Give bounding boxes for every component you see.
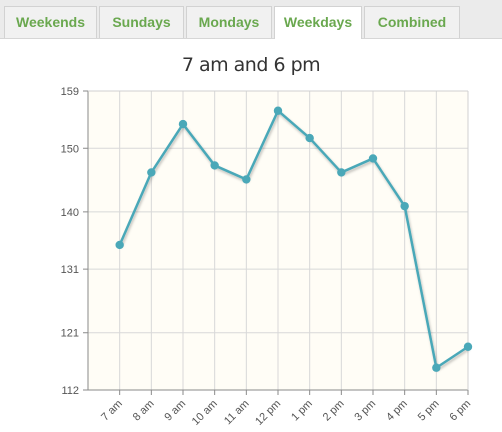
- chart-title: 7 am and 6 pm: [181, 54, 321, 76]
- data-point[interactable]: [432, 363, 441, 372]
- x-tick-label: 2 pm: [321, 398, 347, 424]
- x-tick-label: 8 am: [131, 398, 157, 424]
- tab-weekdays[interactable]: Weekdays: [274, 6, 362, 39]
- y-tick-label: 112: [61, 385, 79, 397]
- data-point[interactable]: [463, 342, 473, 351]
- y-tick-label: 121: [61, 328, 79, 340]
- data-point[interactable]: [337, 168, 346, 177]
- data-point[interactable]: [400, 201, 409, 211]
- x-tick-label: 6 pm: [447, 398, 473, 424]
- data-point[interactable]: [242, 175, 251, 184]
- data-point[interactable]: [273, 106, 283, 115]
- tab-mondays[interactable]: Mondays: [186, 6, 272, 38]
- tab-bar: Weekends Sundays Mondays Weekdays Combin…: [0, 0, 502, 39]
- x-tick-label: 9 am: [162, 398, 188, 424]
- x-axis-labels: 7 am 8 am 9 am 10 am 11 am 12 pm 1 pm 2 pm 3 pm 4…: [99, 398, 473, 428]
- series-line: [118, 109, 469, 369]
- data-point[interactable]: [147, 168, 156, 177]
- series-line-group: [115, 106, 473, 372]
- y-tick-label: 140: [61, 207, 79, 219]
- x-tick-label: 4 pm: [384, 398, 410, 424]
- y-tick-label: 131: [61, 264, 79, 276]
- data-point[interactable]: [368, 154, 378, 163]
- data-point[interactable]: [115, 240, 124, 250]
- x-tick-label: 3 pm: [352, 398, 378, 424]
- y-tick-label: 150: [61, 143, 79, 155]
- data-point[interactable]: [210, 161, 219, 170]
- axes: [83, 90, 469, 395]
- data-point[interactable]: [178, 119, 188, 129]
- x-tick-label: 7 am: [99, 398, 125, 424]
- x-tick-label: 11 am: [222, 398, 252, 428]
- x-tick-label: 5 pm: [416, 398, 442, 424]
- tab-combined[interactable]: Combined: [364, 6, 460, 38]
- tab-sundays[interactable]: Sundays: [99, 6, 184, 38]
- y-tick-label: 159: [61, 86, 79, 98]
- data-point[interactable]: [305, 133, 314, 143]
- x-tick-label: 1 pm: [289, 398, 315, 424]
- x-tick-label: 12 pm: [253, 398, 283, 428]
- x-tick-label: 10 am: [190, 398, 220, 428]
- tab-weekends[interactable]: Weekends: [4, 6, 97, 38]
- y-axis-labels: 112 121 131 140 150 159: [61, 86, 79, 397]
